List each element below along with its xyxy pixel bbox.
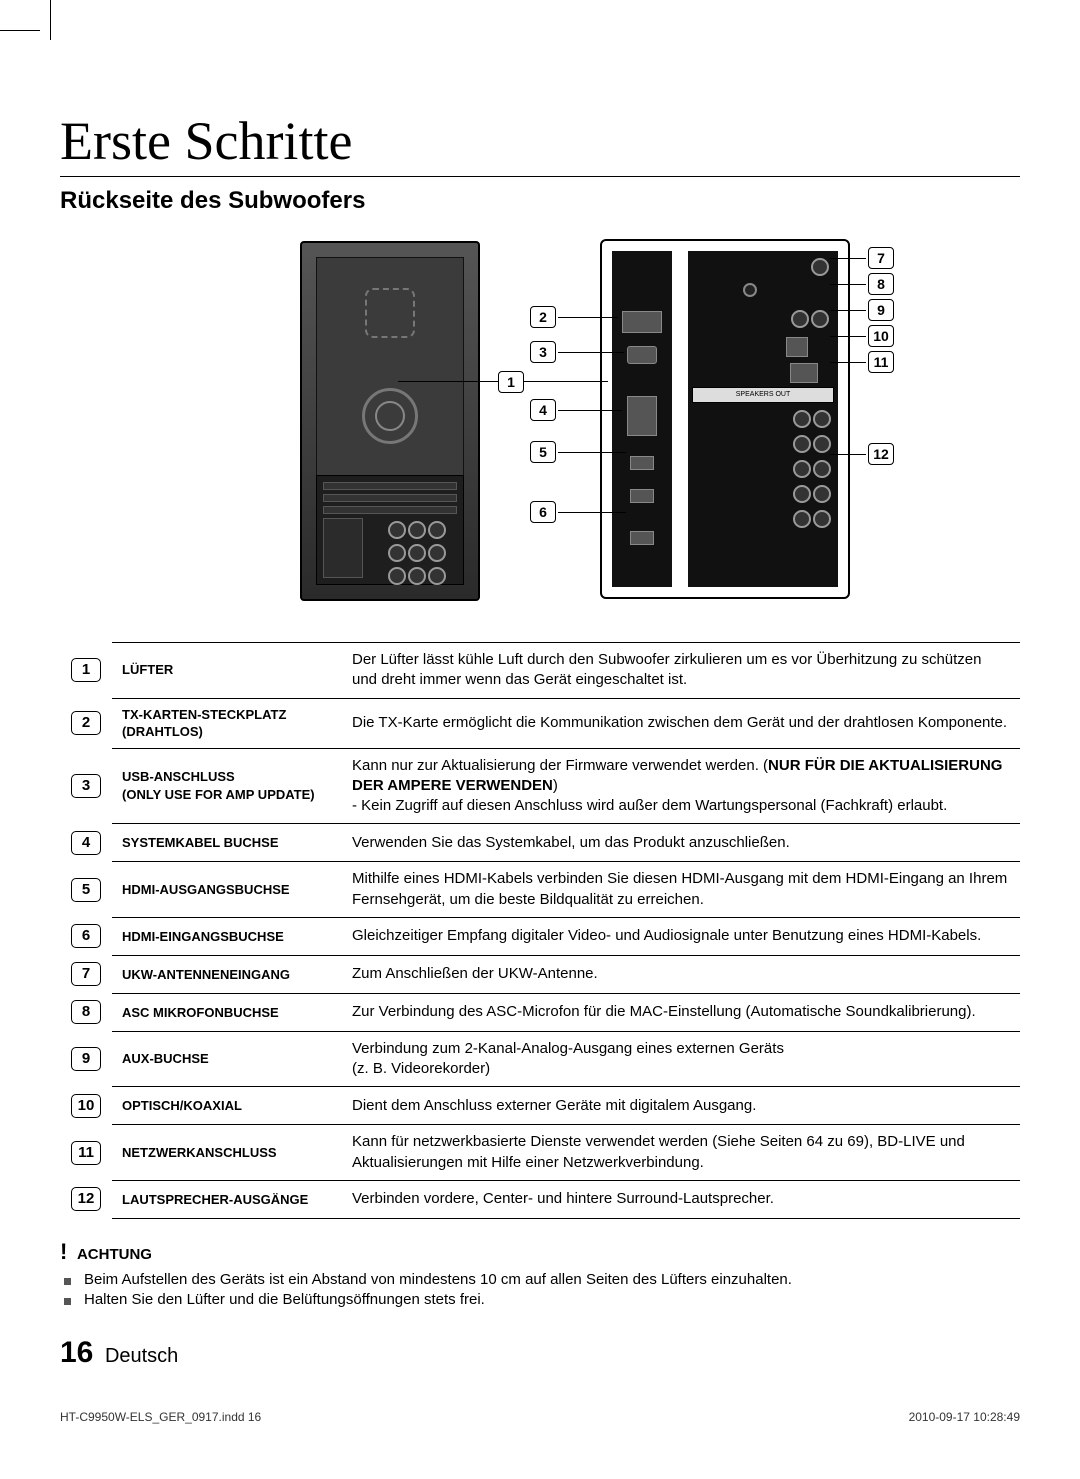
row-description: Mithilfe eines HDMI-Kabels verbinden Sie…	[342, 862, 1020, 918]
row-description: Die TX-Karte ermöglicht die Kommunikatio…	[342, 698, 1020, 748]
caution-title: ACHTUNG	[77, 1246, 152, 1263]
row-number: 7	[71, 962, 101, 986]
table-row: 11 NETZWERKANSCHLUSSKann für netzwerkbasi…	[60, 1125, 1020, 1181]
callout-6: 6	[530, 501, 556, 523]
page-language: Deutsch	[105, 1345, 178, 1367]
callout-12: 12	[868, 443, 894, 465]
row-description: Verwenden Sie das Systemkabel, um das Pr…	[342, 824, 1020, 862]
print-timestamp: 2010-09-17 10:28:49	[909, 1410, 1020, 1424]
table-row: 8 ASC MIKROFONBUCHSEZur Verbindung des AS…	[60, 993, 1020, 1031]
table-row: 5 HDMI-AUSGANGSBUCHSEMithilfe eines HDMI-…	[60, 862, 1020, 918]
row-label: HDMI-AUSGANGSBUCHSE	[112, 862, 342, 918]
page-footer: 16 Deutsch	[60, 1336, 1020, 1370]
row-label: USB-ANSCHLUSS(ONLY USE FOR AMP UPDATE)	[112, 748, 342, 824]
row-number: 8	[71, 1000, 101, 1024]
row-number: 1	[71, 658, 101, 682]
row-number: 11	[71, 1141, 101, 1165]
row-description: Zur Verbindung des ASC-Microfon für die …	[342, 993, 1020, 1031]
callout-4: 4	[530, 399, 556, 421]
print-metadata: HT-C9950W-ELS_GER_0917.indd 16 2010-09-1…	[60, 1410, 1020, 1424]
table-row: 3 USB-ANSCHLUSS(ONLY USE FOR AMP UPDATE)K…	[60, 748, 1020, 824]
caution-item: Halten Sie den Lüfter und die Belüftungs…	[84, 1291, 1020, 1308]
table-row: 4 SYSTEMKABEL BUCHSEVerwenden Sie das Sys…	[60, 824, 1020, 862]
callout-7: 7	[868, 247, 894, 269]
row-label: AUX-BUCHSE	[112, 1031, 342, 1087]
chapter-title: Erste Schritte	[60, 110, 1020, 177]
table-row: 10 OPTISCH/KOAXIALDient dem Anschluss ext…	[60, 1087, 1020, 1125]
table-row: 2 TX-KARTEN-STECKPLATZ (DRAHTLOS)Die TX-K…	[60, 698, 1020, 748]
row-description: Verbindung zum 2-Kanal-Analog-Ausgang ei…	[342, 1031, 1020, 1087]
callout-1: 1	[498, 371, 524, 393]
row-number: 5	[71, 878, 101, 902]
table-row: 12 LAUTSPRECHER-AUSGÄNGEVerbinden vordere…	[60, 1180, 1020, 1218]
table-row: 7 UKW-ANTENNENEINGANGZum Anschließen der …	[60, 955, 1020, 993]
row-label: TX-KARTEN-STECKPLATZ (DRAHTLOS)	[112, 698, 342, 748]
connector-table: 1 LÜFTERDer Lüfter lässt kühle Luft durch…	[60, 642, 1020, 1219]
callout-5: 5	[530, 441, 556, 463]
caution-item: Beim Aufstellen des Geräts ist ein Absta…	[84, 1271, 1020, 1288]
row-label: SYSTEMKABEL BUCHSE	[112, 824, 342, 862]
caution-block: ! ACHTUNG Beim Aufstellen des Geräts ist…	[60, 1239, 1020, 1308]
row-label: LÜFTER	[112, 643, 342, 699]
section-title: Rückseite des Subwoofers	[60, 187, 1020, 215]
warning-icon: !	[60, 1239, 67, 1264]
subwoofer-rear-diagram: SPEAKERS OUT 2 3 1 4 5 6 7 8	[60, 231, 1020, 614]
page-number: 16	[60, 1336, 93, 1369]
row-label: UKW-ANTENNENEINGANG	[112, 955, 342, 993]
row-number: 2	[71, 711, 101, 735]
row-label: ASC MIKROFONBUCHSE	[112, 993, 342, 1031]
row-number: 6	[71, 924, 101, 948]
table-row: 6 HDMI-EINGANGSBUCHSEGleichzeitiger Empfa…	[60, 917, 1020, 955]
row-label: OPTISCH/KOAXIAL	[112, 1087, 342, 1125]
row-description: Gleichzeitiger Empfang digitaler Video- …	[342, 917, 1020, 955]
row-label: HDMI-EINGANGSBUCHSE	[112, 917, 342, 955]
row-number: 4	[71, 831, 101, 855]
row-description: Verbinden vordere, Center- und hintere S…	[342, 1180, 1020, 1218]
row-description: Dient dem Anschluss externer Geräte mit …	[342, 1087, 1020, 1125]
row-label: NETZWERKANSCHLUSS	[112, 1125, 342, 1181]
print-file: HT-C9950W-ELS_GER_0917.indd 16	[60, 1410, 261, 1424]
callout-2: 2	[530, 306, 556, 328]
table-row: 9 AUX-BUCHSEVerbindung zum 2-Kanal-Analog…	[60, 1031, 1020, 1087]
row-number: 12	[71, 1187, 101, 1211]
callout-3: 3	[530, 341, 556, 363]
callout-9: 9	[868, 299, 894, 321]
row-description: Der Lüfter lässt kühle Luft durch den Su…	[342, 643, 1020, 699]
row-description: Zum Anschließen der UKW-Antenne.	[342, 955, 1020, 993]
callout-10: 10	[868, 325, 894, 347]
row-number: 10	[71, 1094, 101, 1118]
table-row: 1 LÜFTERDer Lüfter lässt kühle Luft durch…	[60, 643, 1020, 699]
row-number: 3	[71, 774, 101, 798]
row-label: LAUTSPRECHER-AUSGÄNGE	[112, 1180, 342, 1218]
row-number: 9	[71, 1047, 101, 1071]
row-description: Kann für netzwerkbasierte Dienste verwen…	[342, 1125, 1020, 1181]
row-description: Kann nur zur Aktualisierung der Firmware…	[342, 748, 1020, 824]
callout-11: 11	[868, 351, 894, 373]
callout-8: 8	[868, 273, 894, 295]
